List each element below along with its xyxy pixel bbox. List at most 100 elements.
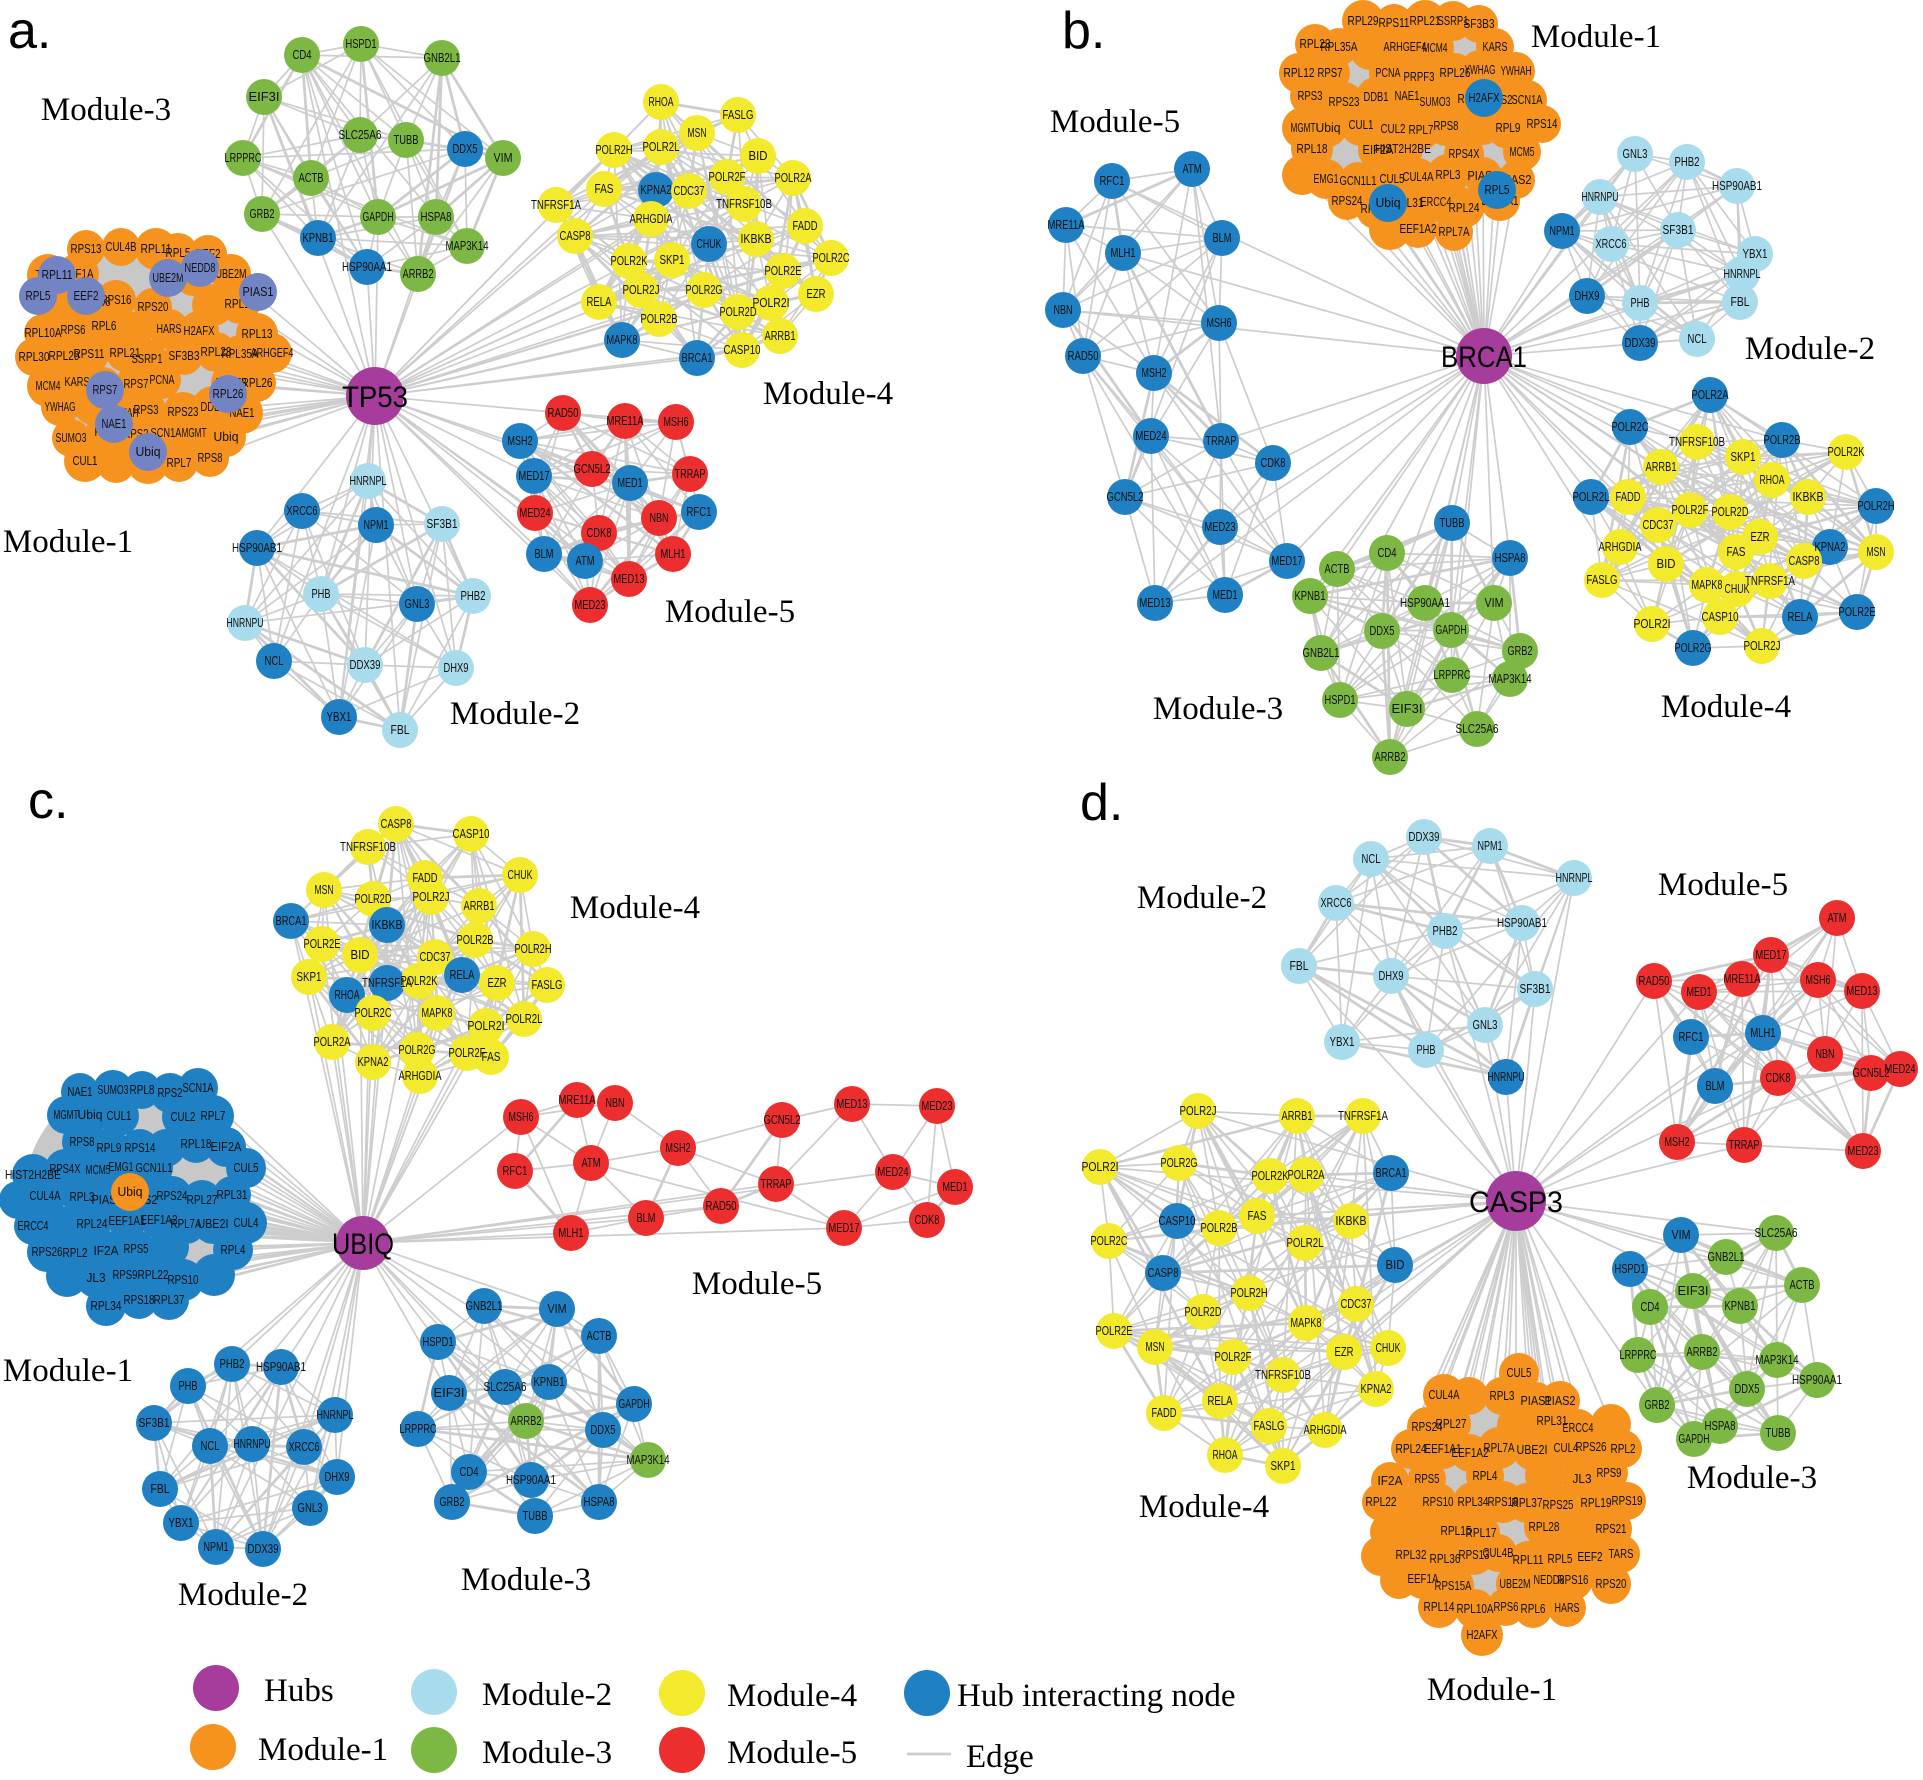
svg-text:POLR2K: POLR2K [1252, 1169, 1289, 1183]
svg-text:UBE2I: UBE2I [198, 1217, 229, 1231]
svg-text:HSP90AB1: HSP90AB1 [256, 1360, 306, 1374]
svg-text:RPL21: RPL21 [1410, 14, 1441, 28]
svg-text:KPNA2: KPNA2 [358, 1055, 389, 1069]
svg-text:SUMO3: SUMO3 [56, 431, 87, 445]
svg-text:KARS: KARS [1483, 40, 1508, 54]
svg-text:ACTB: ACTB [587, 1329, 612, 1343]
svg-text:CDK8: CDK8 [587, 526, 612, 540]
svg-text:Module-1: Module-1 [1427, 1672, 1557, 1708]
svg-text:TUBB: TUBB [394, 133, 419, 147]
svg-text:Module-2: Module-2 [450, 696, 580, 732]
svg-text:RPL5: RPL5 [26, 289, 51, 303]
svg-text:RPS7: RPS7 [93, 383, 118, 397]
svg-text:RHOA: RHOA [335, 988, 360, 1002]
svg-text:BID: BID [749, 149, 768, 163]
svg-text:TNFRSF10B: TNFRSF10B [716, 197, 772, 211]
svg-text:RFC1: RFC1 [1100, 174, 1125, 188]
svg-text:RPL27: RPL27 [187, 1193, 218, 1207]
svg-text:FBL: FBL [391, 723, 410, 737]
svg-text:RPS13: RPS13 [1459, 1548, 1490, 1562]
svg-text:IF2A: IF2A [1378, 1474, 1404, 1488]
svg-text:Module-4: Module-4 [727, 1678, 857, 1714]
svg-text:TARS: TARS [1609, 1547, 1634, 1561]
svg-text:ARRB2: ARRB2 [1687, 1345, 1718, 1359]
svg-text:ERCC4: ERCC4 [1563, 1421, 1594, 1435]
svg-text:IKBKB: IKBKB [741, 232, 772, 246]
svg-text:DDX39: DDX39 [248, 1542, 279, 1556]
svg-text:H2AFX: H2AFX [184, 324, 216, 338]
svg-text:RFC1: RFC1 [687, 505, 712, 519]
svg-text:HSPA8: HSPA8 [1495, 551, 1526, 565]
svg-text:MSH2: MSH2 [508, 434, 533, 448]
svg-text:CUL4A: CUL4A [1429, 1388, 1461, 1402]
svg-text:RPL36: RPL36 [1430, 1552, 1461, 1566]
svg-text:RPS23: RPS23 [1329, 95, 1360, 109]
svg-text:POLR2F: POLR2F [1215, 1350, 1252, 1364]
svg-text:BLM: BLM [1213, 231, 1232, 245]
svg-text:CUL4A: CUL4A [30, 1189, 62, 1203]
svg-text:FASLG: FASLG [532, 978, 563, 992]
svg-text:RPL10A: RPL10A [25, 326, 63, 340]
svg-text:TNFRSF1A: TNFRSF1A [362, 976, 413, 990]
svg-text:RPL11: RPL11 [1513, 1553, 1544, 1567]
svg-text:SF3B1: SF3B1 [1520, 982, 1551, 996]
svg-text:UBE2M: UBE2M [216, 267, 247, 281]
svg-text:NAE1: NAE1 [102, 417, 127, 431]
svg-text:XRCC6: XRCC6 [287, 504, 318, 518]
svg-text:POLR2G: POLR2G [686, 283, 723, 297]
svg-text:POLR2J: POLR2J [413, 890, 450, 904]
svg-text:TRRAP: TRRAP [761, 1177, 792, 1191]
svg-text:ARHGDIA: ARHGDIA [1599, 540, 1642, 554]
svg-text:POLR2H: POLR2H [515, 942, 552, 956]
svg-text:RPS10: RPS10 [1423, 1495, 1454, 1509]
svg-text:POLR2A: POLR2A [1288, 1168, 1325, 1182]
svg-text:POLR2J: POLR2J [1180, 1104, 1217, 1118]
svg-text:SF3B1: SF3B1 [1663, 223, 1694, 237]
svg-text:RPS7: RPS7 [124, 377, 149, 391]
svg-text:POLR2K: POLR2K [611, 254, 648, 268]
svg-text:RPL27: RPL27 [1436, 1417, 1467, 1431]
svg-text:Module-2: Module-2 [482, 1677, 612, 1713]
svg-text:GCN1L1: GCN1L1 [136, 1161, 173, 1175]
svg-text:Ubiq: Ubiq [1376, 196, 1401, 210]
svg-text:POLR2C: POLR2C [813, 251, 850, 265]
svg-text:CDK8: CDK8 [915, 1213, 940, 1227]
svg-text:RPL32: RPL32 [1396, 1548, 1427, 1562]
svg-text:RPL35A: RPL35A [1321, 40, 1359, 54]
svg-text:Ubiq: Ubiq [214, 430, 239, 444]
svg-text:MRE11A: MRE11A [559, 1093, 596, 1107]
svg-text:Hub interacting node: Hub interacting node [957, 1678, 1236, 1714]
svg-text:POLR2F: POLR2F [1672, 503, 1709, 517]
svg-text:RPL26: RPL26 [1440, 66, 1471, 80]
svg-text:Module-4: Module-4 [1661, 689, 1791, 725]
svg-text:YBX1: YBX1 [1330, 1035, 1355, 1049]
svg-text:POLR2D: POLR2D [1712, 505, 1749, 519]
svg-text:MLH1: MLH1 [1111, 246, 1136, 260]
svg-text:RPS24: RPS24 [1332, 194, 1363, 208]
svg-text:POLR2K: POLR2K [1828, 445, 1865, 459]
svg-text:RPL8: RPL8 [130, 1083, 155, 1097]
svg-text:XRCC6: XRCC6 [1596, 237, 1627, 251]
svg-text:MED17: MED17 [829, 1221, 860, 1235]
svg-text:POLR2E: POLR2E [765, 264, 802, 278]
svg-text:TNFRSF10B: TNFRSF10B [340, 840, 396, 854]
svg-text:Module-5: Module-5 [692, 1266, 822, 1302]
svg-text:GAPDH: GAPDH [1679, 1432, 1710, 1446]
svg-text:POLR2E: POLR2E [1096, 1324, 1133, 1338]
svg-text:GRB2: GRB2 [440, 1495, 465, 1509]
svg-text:NBN: NBN [606, 1096, 625, 1110]
svg-text:RPS23: RPS23 [168, 405, 199, 419]
svg-text:CASP8: CASP8 [560, 229, 591, 243]
svg-text:RPS26: RPS26 [1576, 1440, 1607, 1454]
svg-text:RPL24: RPL24 [1396, 1442, 1427, 1456]
svg-text:Ubiq: Ubiq [1316, 121, 1341, 135]
svg-text:CASP10: CASP10 [453, 827, 490, 841]
svg-text:EEF2: EEF2 [74, 289, 99, 303]
svg-text:MSH2: MSH2 [1142, 366, 1167, 380]
svg-text:CUL1: CUL1 [107, 1109, 132, 1123]
svg-text:MCM5: MCM5 [86, 1163, 111, 1177]
svg-text:POLR2G: POLR2G [1161, 1156, 1198, 1170]
svg-text:GCN5L2: GCN5L2 [1107, 490, 1144, 504]
svg-text:RPL9: RPL9 [1496, 121, 1521, 135]
svg-text:FADD: FADD [1616, 490, 1641, 504]
